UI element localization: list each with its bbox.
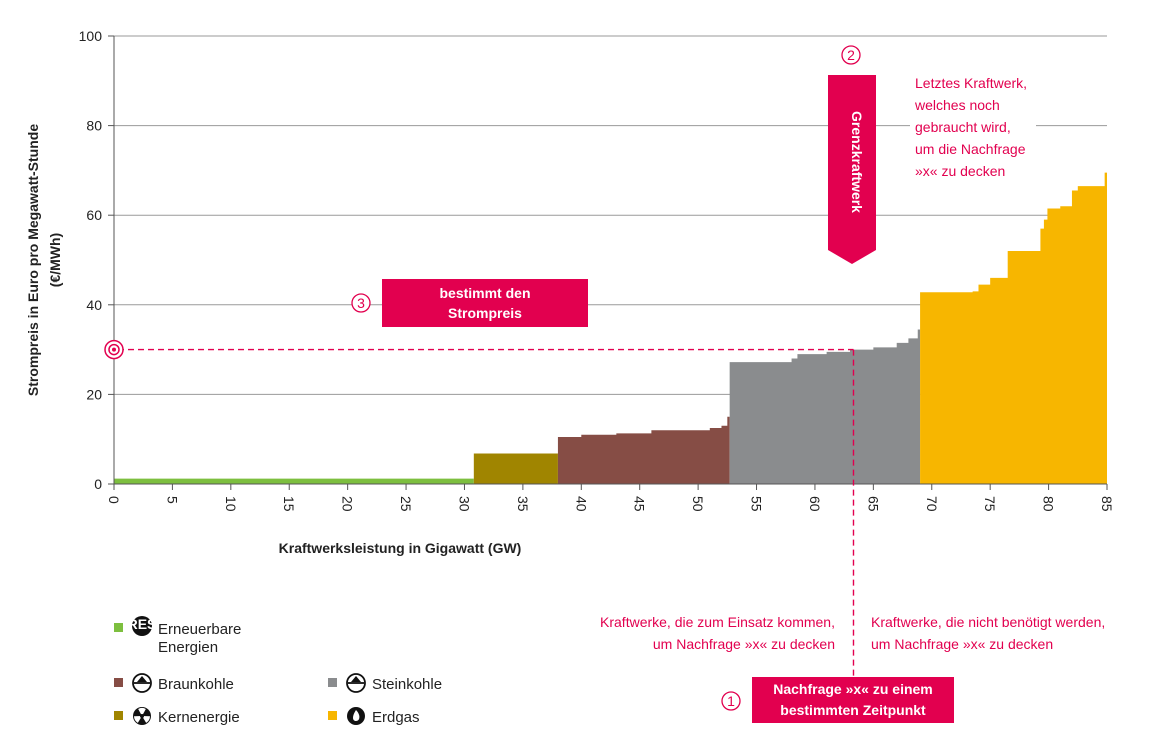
y-tick-label: 60 (86, 207, 102, 223)
coal-mine-icon-roof (137, 676, 147, 682)
legend-label: Erneuerbare (158, 621, 241, 638)
legend-label: Kernenergie (158, 709, 240, 726)
legend-swatch (114, 711, 123, 720)
radiation-icon-blade (138, 708, 146, 716)
legend-swatch (114, 678, 123, 687)
y-axis-title: Strompreis in Euro pro Megawatt-Stunde (25, 124, 41, 396)
series-area (114, 478, 474, 484)
demand-callout-line2: bestimmten Zeitpunkt (780, 702, 926, 718)
x-tick-label: 70 (924, 496, 940, 512)
used-plants-note-line: um Nachfrage »x« zu decken (653, 636, 835, 652)
x-tick-label: 5 (164, 496, 180, 504)
unused-plants-note-line: Kraftwerke, die nicht benötigt werden, (871, 614, 1105, 630)
unused-plants-note-line: um Nachfrage »x« zu decken (871, 636, 1053, 652)
price-callout-line2: Strompreis (448, 305, 522, 321)
flame-icon-shape (353, 710, 360, 721)
x-tick-label: 55 (749, 496, 765, 512)
used-plants-note-line: Kraftwerke, die zum Einsatz kommen, (600, 614, 835, 630)
price-marker-ring (108, 343, 120, 356)
x-tick-label: 20 (340, 496, 356, 512)
series-area (557, 416, 730, 484)
x-tick-label: 30 (456, 496, 472, 512)
x-tick-label: 15 (281, 496, 297, 512)
y-tick-label: 20 (86, 386, 102, 402)
coal-mine-icon-roof (351, 676, 361, 682)
x-tick-label: 65 (865, 496, 881, 512)
x-tick-label: 60 (807, 496, 823, 512)
series-area (473, 453, 558, 484)
y-tick-label: 40 (86, 297, 102, 313)
res-badge-icon (132, 616, 152, 636)
radiation-icon-blade (142, 716, 150, 723)
legend-swatch (114, 623, 123, 632)
price-marker-dot (112, 347, 116, 352)
radiation-icon-center (140, 714, 144, 718)
price-callout-line1: bestimmt den (439, 285, 530, 301)
x-tick-label: 45 (632, 496, 648, 512)
marker-1-label: 1 (727, 693, 735, 709)
legend-swatch (328, 711, 337, 720)
x-tick-label: 25 (398, 496, 414, 512)
grenzkraftwerk-arrow (828, 75, 876, 264)
legend-label: Braunkohle (158, 676, 234, 693)
marker-3-label: 3 (357, 295, 365, 311)
x-tick-label: 75 (982, 496, 998, 512)
marginal-plant-note-line: »x« zu decken (915, 163, 1005, 179)
x-tick-label: 80 (1041, 496, 1057, 512)
x-tick-label: 0 (106, 496, 122, 504)
price-callout-box (382, 279, 588, 327)
marginal-plant-note-line: um die Nachfrage (915, 141, 1026, 157)
radiation-icon-blade (134, 716, 142, 723)
y-tick-label: 0 (94, 476, 102, 492)
marker-2 (841, 45, 861, 65)
series-area (729, 329, 921, 484)
marginal-plant-note-line: welches noch (914, 97, 1000, 113)
marker-2-label: 2 (847, 47, 855, 63)
series-area (920, 172, 1107, 484)
grenzkraftwerk-label: Grenzkraftwerk (849, 111, 865, 213)
res-badge-text: RES (128, 616, 157, 632)
y-tick-label: 100 (79, 28, 103, 44)
demand-callout-box (752, 677, 954, 723)
note-background (910, 70, 1036, 182)
x-tick-label: 10 (223, 496, 239, 512)
legend-swatch (328, 678, 337, 687)
legend-label: Erdgas (372, 709, 420, 726)
x-tick-label: 50 (690, 496, 706, 512)
marker-3 (351, 293, 371, 313)
x-tick-label: 40 (573, 496, 589, 512)
x-tick-label: 35 (515, 496, 531, 512)
legend-label: Energien (158, 639, 218, 656)
x-tick-label: 85 (1099, 496, 1115, 512)
y-axis-unit: (€/MWh) (47, 233, 63, 287)
demand-callout-line1: Nachfrage »x« zu einem (773, 681, 933, 697)
marginal-plant-note-line: gebraucht wird, (915, 119, 1011, 135)
legend-label: Steinkohle (372, 676, 442, 693)
y-tick-label: 80 (86, 118, 102, 134)
x-axis-title: Kraftwerksleistung in Gigawatt (GW) (279, 540, 522, 556)
marginal-plant-note-line: Letztes Kraftwerk, (915, 75, 1027, 91)
marker-1 (721, 691, 741, 711)
